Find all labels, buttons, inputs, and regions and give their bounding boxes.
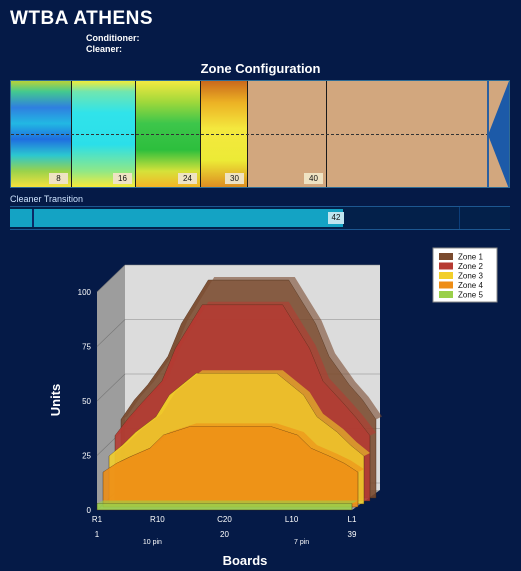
cleaner-label: Cleaner: [86, 44, 123, 54]
pin-label: 10 pin [143, 539, 162, 546]
legend-swatch [439, 281, 453, 289]
legend-label: Zone 4 [458, 281, 483, 290]
x-tick-label: R1 [92, 515, 103, 524]
y-tick-label: 0 [87, 506, 92, 515]
x-sub-label: 1 [95, 530, 100, 539]
legend-label: Zone 2 [458, 262, 483, 271]
legend-label: Zone 5 [458, 291, 483, 300]
cleaner-tick [459, 207, 460, 229]
legend-swatch [439, 272, 453, 279]
zone-config-title: Zone Configuration [200, 61, 321, 76]
y-tick-label: 100 [78, 288, 92, 297]
legend-swatch [439, 262, 453, 270]
legend-swatch [439, 291, 453, 298]
board-marker: 16 [113, 173, 132, 184]
app-title: WTBA ATHENS [10, 8, 154, 29]
cleaner-start-marker [32, 209, 34, 227]
x-axis-label: Boards [223, 553, 268, 568]
y-axis-label: Units [48, 384, 63, 417]
series-top-zone-2 [115, 301, 376, 436]
series-top-zone-5 [97, 500, 358, 504]
legend-swatch [439, 253, 453, 260]
board-marker: 40 [304, 173, 323, 184]
x-tick-label: L1 [348, 515, 357, 524]
cleaner-transition-bar[interactable]: 42 [10, 206, 510, 230]
y-tick-label: 50 [82, 397, 91, 406]
series-area-zone-5 [96, 503, 353, 511]
x-tick-label: C20 [217, 515, 232, 524]
y-tick-label: 25 [82, 452, 91, 461]
y-tick-label: 75 [82, 343, 91, 352]
board-marker: 8 [49, 173, 68, 184]
lane-zone-diagram: 8 16 24 30 40 [10, 80, 510, 188]
legend-label: Zone 1 [458, 253, 483, 262]
legend-label: Zone 3 [458, 272, 483, 281]
series-top-zone-4 [103, 423, 364, 473]
cleaner-transition-value: 42 [328, 212, 344, 224]
cleaner-transition-label: Cleaner Transition [10, 194, 84, 204]
x-sub-label: 20 [220, 530, 229, 539]
gridline [96, 373, 126, 402]
x-tick-label: R10 [150, 515, 165, 524]
gridline [96, 264, 126, 293]
conditioner-label: Conditioner: [86, 33, 140, 43]
series-top-zone-3 [109, 370, 370, 457]
pin-label: 7 pin [294, 539, 309, 546]
pin-deck-arrow-icon [488, 81, 509, 187]
lane-center-line [11, 134, 509, 135]
series-top-zone-1 [121, 277, 382, 420]
cleaner-transition-fill [10, 209, 343, 227]
x-tick-label: L10 [285, 515, 299, 524]
gridline [96, 319, 126, 347]
board-marker: 24 [178, 173, 197, 184]
board-marker: 30 [225, 173, 244, 184]
x-sub-label: 39 [348, 530, 357, 539]
